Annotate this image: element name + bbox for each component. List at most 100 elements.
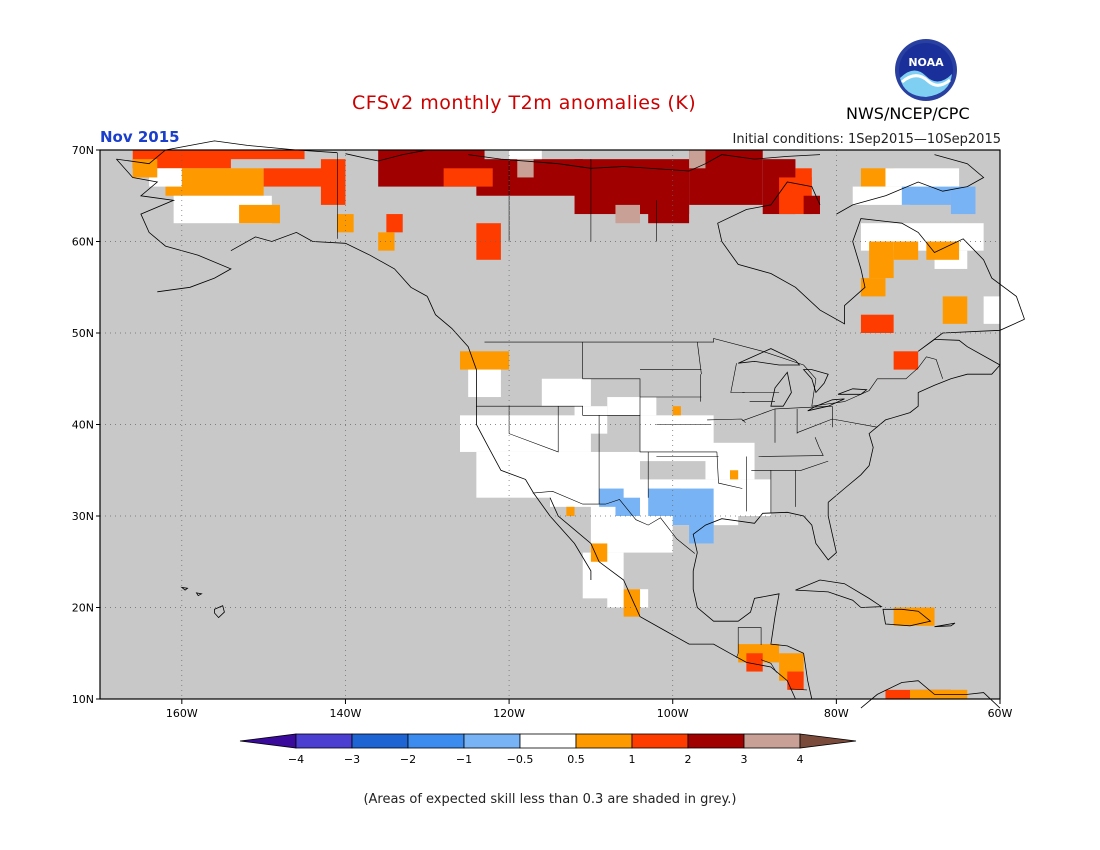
- colorbar-swatch: [351, 733, 409, 749]
- colorbar: −4 −3 −2 −1 −0.5 0.5 1 2 3 4: [239, 733, 857, 766]
- colorbar-swatch: [631, 733, 689, 749]
- anomaly-cell-49: [541, 378, 591, 407]
- border-25: [730, 363, 745, 393]
- coastline-10: [836, 154, 985, 215]
- lat-label: 50N: [72, 327, 94, 340]
- lon-label: 60W: [988, 707, 1013, 720]
- colorbar-swatch: [743, 733, 801, 749]
- border-35: [789, 688, 807, 691]
- coastline-11: [345, 149, 428, 162]
- lon-label: 100W: [657, 707, 689, 720]
- anomaly-cell-60: [689, 516, 714, 544]
- anomaly-cell-25: [795, 168, 812, 187]
- colorbar-label: 2: [685, 753, 692, 766]
- coastline-22: [214, 605, 225, 619]
- border-33: [737, 627, 762, 654]
- anomaly-cell-17: [689, 150, 706, 169]
- anomaly-cell-43: [468, 369, 501, 398]
- anomaly-cell-14: [648, 204, 690, 224]
- latitude-labels: 70N 60N 50N 40N 30N 20N 10N: [72, 144, 100, 706]
- anomaly-cell-41: [893, 351, 919, 370]
- colorbar-label: 4: [797, 753, 804, 766]
- coastlines: [116, 140, 1025, 709]
- anomaly-cells: [132, 150, 1000, 699]
- anomaly-cell-54: [730, 479, 771, 516]
- coastline-3: [426, 296, 592, 580]
- anomaly-cell-11: [443, 168, 493, 187]
- lon-label: 80W: [824, 707, 849, 720]
- lat-label: 30N: [72, 510, 94, 523]
- colorbar-label: −4: [288, 753, 304, 766]
- initial-conditions: Initial conditions: 1Sep2015—10Sep2015: [732, 132, 1001, 147]
- colorbar-label: 0.5: [567, 753, 585, 766]
- anomaly-cell-40: [983, 296, 1000, 324]
- coastline-16: [837, 388, 868, 395]
- forecast-month: Nov 2015: [100, 128, 180, 146]
- colorbar-end-high: [799, 733, 857, 749]
- anomaly-cell-48: [607, 397, 657, 416]
- anomaly-cell-37: [860, 278, 886, 297]
- border-1: [484, 338, 943, 407]
- coastline-8: [717, 181, 1025, 325]
- anomaly-cell-16: [517, 159, 534, 178]
- border-2: [532, 490, 695, 554]
- anomaly-cell-47: [640, 415, 714, 462]
- anomaly-cell-65: [730, 470, 739, 480]
- coastline-20: [180, 586, 189, 591]
- anomaly-cell-30: [885, 168, 960, 187]
- colorbar-end-low: [239, 733, 297, 749]
- anomaly-cell-1: [214, 150, 305, 160]
- coastline-18: [882, 608, 932, 627]
- border-16: [758, 455, 824, 457]
- border-7: [639, 415, 717, 453]
- colorbar-swatch: [687, 733, 745, 749]
- colorbar-swatch: [463, 733, 521, 749]
- anomaly-cell-66: [672, 406, 681, 416]
- anomaly-cell-42: [460, 351, 510, 370]
- anomaly-cell-34: [893, 241, 919, 260]
- anomaly-cell-31: [950, 186, 976, 215]
- colorbar-label: −2: [400, 753, 416, 766]
- anomaly-cell-19: [509, 150, 542, 160]
- colorbar-label: −1: [456, 753, 472, 766]
- lon-label: 160W: [166, 707, 198, 720]
- lat-label: 20N: [72, 602, 94, 615]
- anomaly-cell-26: [803, 195, 820, 215]
- coastline-9: [468, 154, 821, 172]
- anomaly-cell-39: [942, 296, 968, 324]
- coastline-7: [827, 318, 1025, 503]
- coastline-5: [692, 502, 837, 561]
- anomaly-cell-23: [337, 214, 354, 233]
- anomaly-cell-70: [787, 671, 804, 690]
- anomaly-cell-8: [320, 159, 346, 205]
- anomaly-cell-62: [590, 543, 608, 562]
- colorbar-label: −3: [344, 753, 360, 766]
- colorbar-label: −0.5: [507, 753, 534, 766]
- anomaly-cell-7: [132, 159, 158, 178]
- anomaly-cell-71: [893, 607, 935, 626]
- anomaly-cell-50: [574, 406, 608, 434]
- coastline-19: [934, 622, 956, 628]
- coastline-2: [230, 231, 428, 297]
- map-title: CFSv2 monthly T2m anomalies (K): [352, 92, 697, 114]
- anomaly-cell-68: [746, 653, 763, 672]
- coastline-4: [549, 497, 796, 700]
- border-4: [508, 406, 559, 453]
- graticule: [100, 150, 1000, 699]
- border-28: [814, 437, 824, 456]
- anomaly-cell-18: [615, 204, 640, 224]
- colorbar-swatch: [575, 733, 633, 749]
- lon-label: 140W: [330, 707, 362, 720]
- coastline-17: [795, 579, 883, 608]
- border-36: [736, 653, 739, 658]
- anomaly-cell-63: [566, 506, 575, 516]
- organization-label: NWS/NCEP/CPC: [846, 104, 970, 123]
- lat-label: 70N: [72, 144, 94, 157]
- anomaly-cell-38: [860, 314, 894, 333]
- lat-label: 60N: [72, 236, 94, 249]
- anomaly-cell-59: [648, 488, 681, 516]
- anomaly-cell-3: [263, 168, 338, 187]
- anomaly-cell-36: [926, 241, 960, 260]
- anomaly-cell-20: [386, 214, 403, 233]
